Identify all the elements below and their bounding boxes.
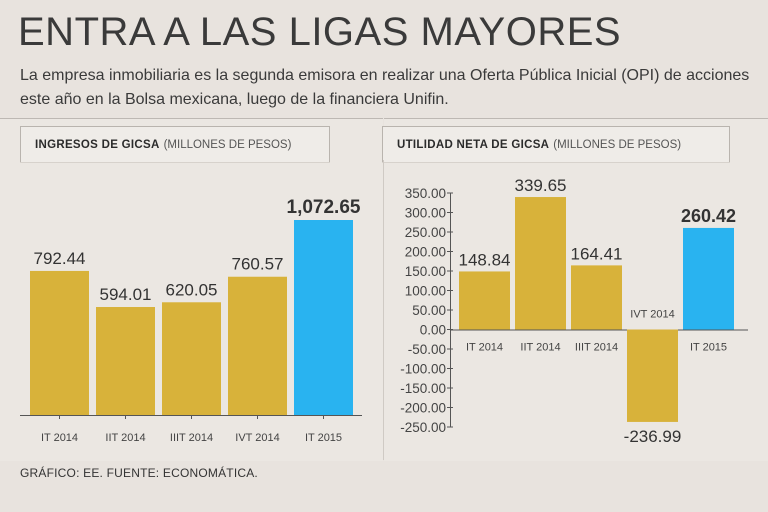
page-title: ENTRA A LAS LIGAS MAYORES xyxy=(18,10,622,54)
right-chart-unit: (MILLONES DE PESOS) xyxy=(553,138,682,151)
data-label-1: 339.65 xyxy=(515,176,567,195)
y-tick-label-10: -150.00 xyxy=(400,381,446,396)
y-tick-label-1: 300.00 xyxy=(405,206,446,221)
bar-0 xyxy=(30,270,89,415)
x-tick-label-4: IT 2015 xyxy=(305,432,342,444)
left-chart-header: INGRESOS DE GICSA (MILLONES DE PESOS) xyxy=(20,126,330,162)
data-label-4: 260.42 xyxy=(681,206,736,226)
utilidad-chart: 350.00 300.00 250.00 200.00 150.00 100.00 50.0… xyxy=(400,176,748,446)
y-tick-label-6: 50.00 xyxy=(412,303,446,318)
y-tick-label-2: 250.00 xyxy=(405,225,446,240)
x-tick-label-3: IVT 2014 xyxy=(630,309,674,321)
x-tick-label-2: IIIT 2014 xyxy=(575,342,618,354)
bar-4 xyxy=(683,227,734,330)
source-note: GRÁFICO: EE. FUENTE: ECONOMÁTICA. xyxy=(20,466,258,480)
right-chart-title: UTILIDAD NETA DE GICSA xyxy=(397,138,550,151)
data-label-0: 792.44 xyxy=(34,249,86,268)
bar-1 xyxy=(96,307,155,415)
y-tick-label-7: 0.00 xyxy=(420,323,446,338)
y-tick-label-12: -250.00 xyxy=(400,420,446,435)
bar-4 xyxy=(294,220,353,415)
bar-2 xyxy=(571,265,622,330)
data-label-3: 760.57 xyxy=(232,255,284,274)
panel-divider xyxy=(383,160,384,460)
bar-2 xyxy=(162,302,221,415)
x-tick-label-1: IIT 2014 xyxy=(520,342,560,354)
left-chart-title: INGRESOS DE GICSA xyxy=(35,138,160,151)
data-label-1: 594.01 xyxy=(100,285,152,304)
y-tick-label-11: -200.00 xyxy=(400,401,446,416)
y-tick-label-9: -100.00 xyxy=(400,362,446,377)
x-tick-label-0: IT 2014 xyxy=(466,342,503,354)
x-tick-label-3: IVT 2014 xyxy=(235,432,279,444)
data-label-2: 164.41 xyxy=(571,244,623,263)
x-tick-label-0: IT 2014 xyxy=(41,432,78,444)
x-tick-label-4: IT 2015 xyxy=(690,342,727,354)
data-label-0: 148.84 xyxy=(459,250,511,269)
y-tick-label-8: -50.00 xyxy=(408,342,446,357)
y-tick-label-0: 350.00 xyxy=(405,186,446,201)
y-tick-label-5: 100.00 xyxy=(405,284,446,299)
page-subtitle: La empresa inmobiliaria es la segunda em… xyxy=(20,67,750,108)
data-label-4: 1,072.65 xyxy=(287,197,361,218)
left-chart-unit: (MILLONES DE PESOS) xyxy=(163,138,292,151)
y-tick-label-4: 150.00 xyxy=(405,264,446,279)
y-tick-label-3: 200.00 xyxy=(405,245,446,260)
bar-0 xyxy=(459,271,510,330)
x-tick-label-1: IIT 2014 xyxy=(105,432,145,444)
ingresos-chart: 792.44 IT 2014 594.01 IIT 2014 620.05 IIIT 20… xyxy=(20,197,362,444)
right-chart-header: UTILIDAD NETA DE GICSA (MILLONES DE PESO… xyxy=(382,126,730,162)
bar-1 xyxy=(515,197,566,330)
bar-3 xyxy=(627,329,678,422)
x-tick-label-2: IIIT 2014 xyxy=(170,432,213,444)
bar-3 xyxy=(228,276,287,415)
data-label-2: 620.05 xyxy=(166,280,218,299)
data-label-3: -236.99 xyxy=(624,427,682,446)
